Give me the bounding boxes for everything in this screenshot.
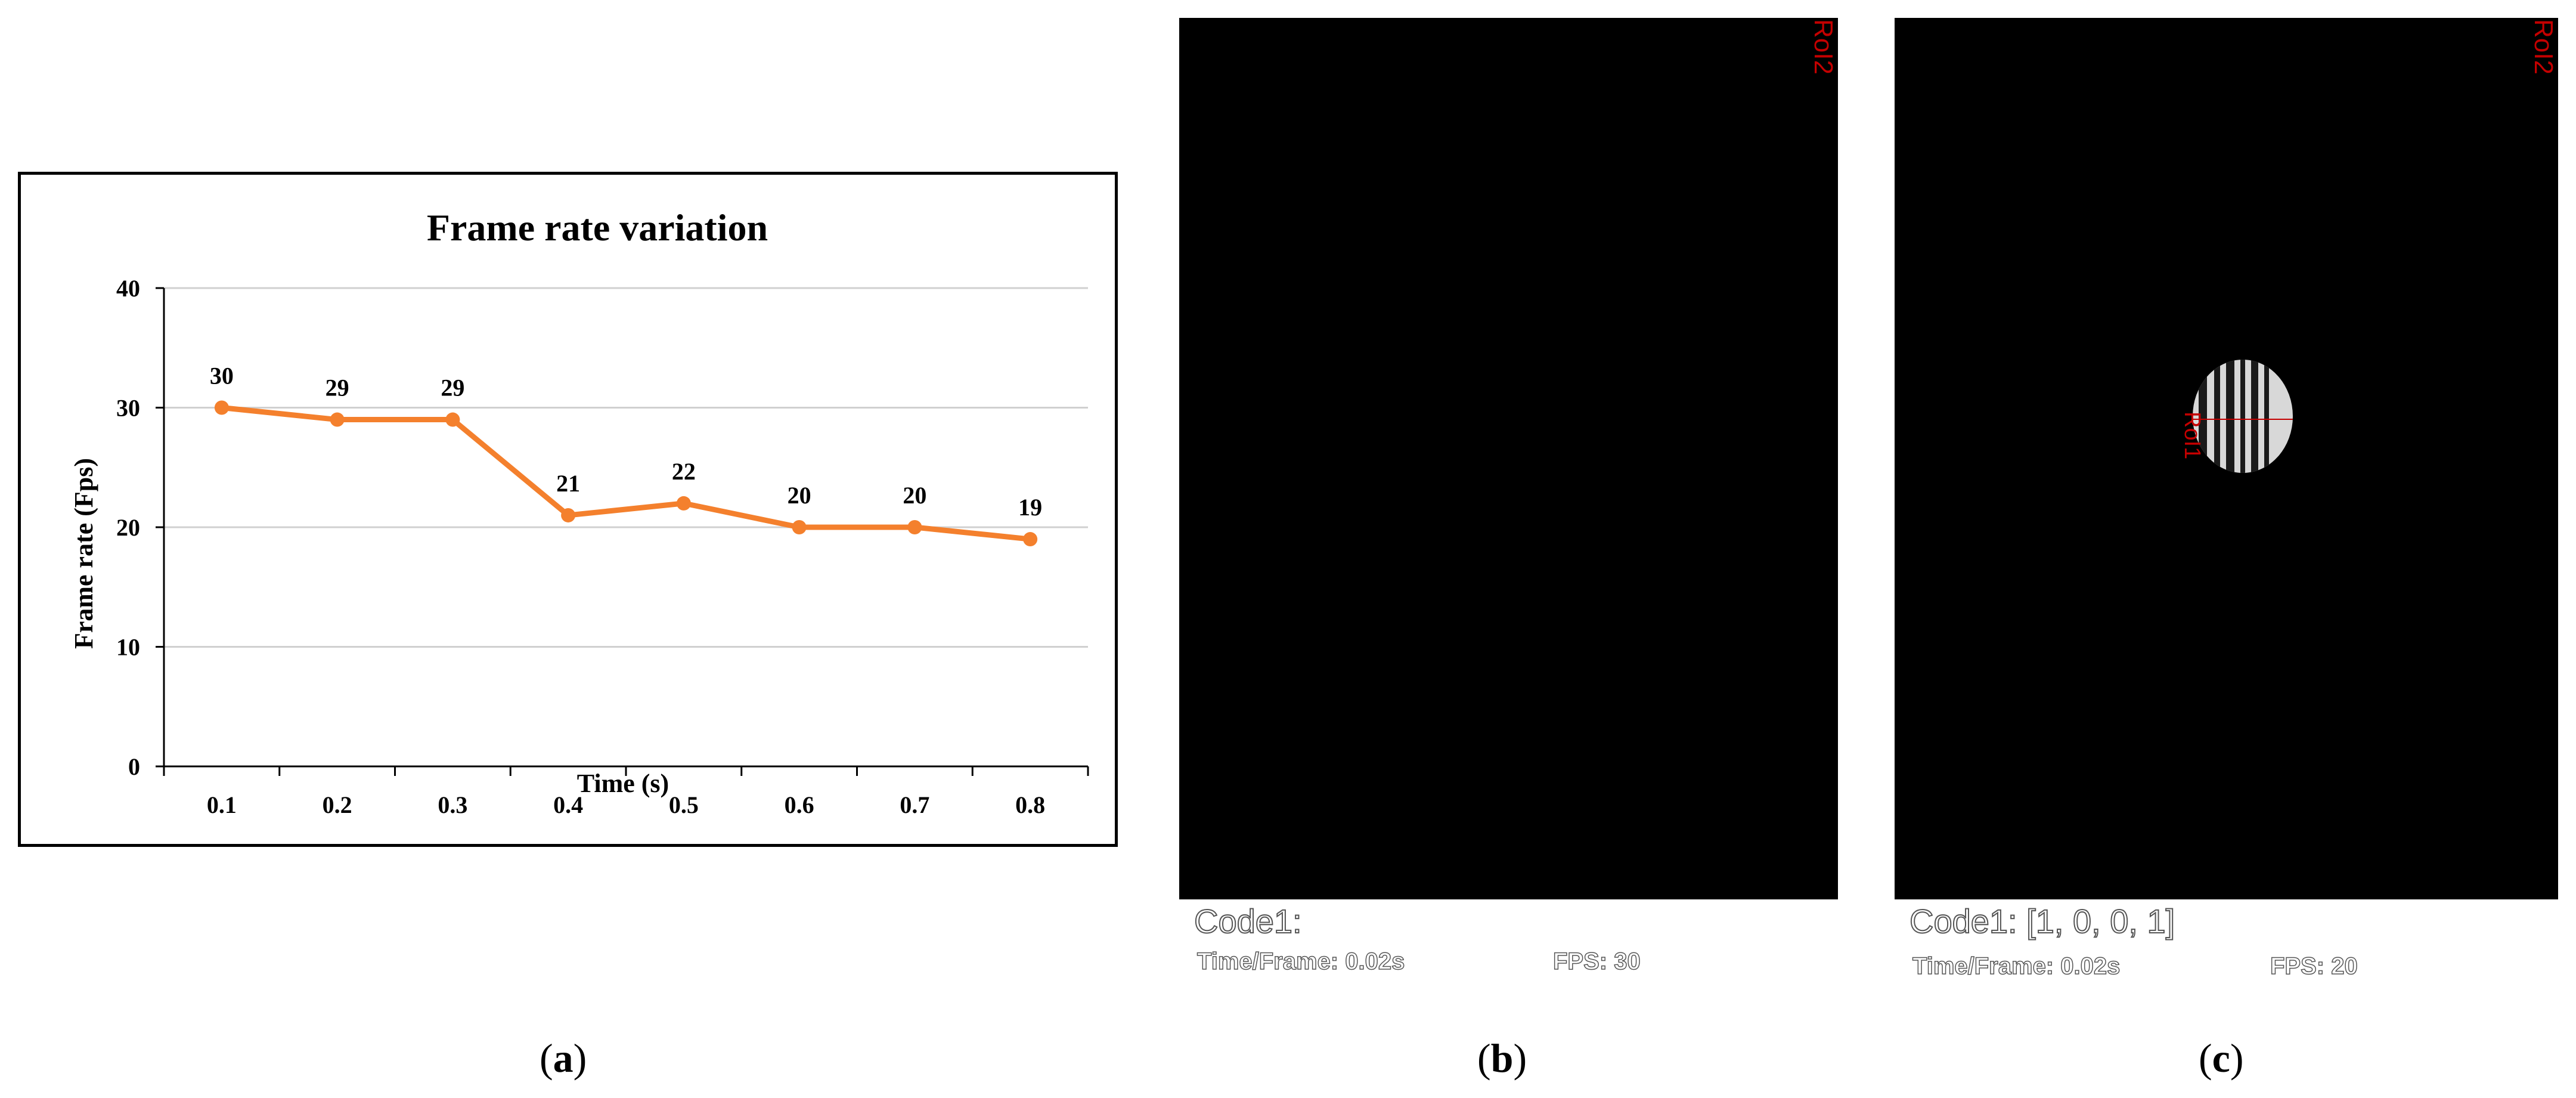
data-point (214, 400, 229, 415)
line-chart: Frame rate variation 0 10 20 30 40 0.1 0.2 0.3 0… (69, 206, 1089, 818)
y-tick-label: 40 (116, 275, 140, 302)
roi2-label: RoI2 (2529, 19, 2558, 75)
time-frame-readout-c: Time/Frame: 0.02s (1912, 952, 2121, 980)
data-point (561, 508, 576, 522)
y-tick-label: 0 (128, 753, 140, 780)
data-label: 20 (788, 482, 811, 509)
series-line (221, 405, 1031, 542)
time-frame-readout-b: Time/Frame: 0.02s (1196, 948, 1405, 975)
roi1-label: RoI1 (2180, 412, 2205, 460)
x-axis-title: Time (s) (577, 769, 669, 798)
code-readout-b: Code1: (1194, 902, 1303, 941)
roi1-line (2193, 419, 2293, 420)
data-label: 22 (672, 458, 696, 485)
subfigure-label-b: (b) (1477, 1035, 1527, 1081)
x-tick-label: 0.1 (207, 791, 237, 818)
fps-readout-b: FPS: 30 (1552, 948, 1641, 975)
data-point (445, 412, 460, 427)
chart-title: Frame rate variation (427, 206, 768, 249)
data-label: 29 (441, 375, 464, 401)
y-tick-label: 10 (116, 634, 140, 661)
striped-target (2193, 360, 2293, 473)
data-label: 20 (903, 482, 926, 509)
x-tick-label: 0.8 (1015, 791, 1045, 818)
chart-panel: Frame rate variation 0 10 20 30 40 0.1 0.2 0.3 0… (18, 172, 1118, 847)
data-point (907, 520, 922, 534)
y-tick-label: 20 (116, 514, 140, 541)
camera-frame-c: RoI2 RoI1 (1895, 18, 2558, 899)
data-point (1023, 532, 1038, 547)
camera-frame-b: RoI2 (1179, 18, 1838, 899)
x-tick-label: 0.2 (323, 791, 352, 818)
x-tick-label: 0.6 (785, 791, 814, 818)
data-point (676, 496, 691, 511)
roi2-label: RoI2 (1809, 19, 1838, 75)
x-tick-label: 0.4 (553, 791, 583, 818)
data-label: 21 (556, 470, 580, 497)
data-label: 19 (1018, 494, 1042, 521)
x-tick-label: 0.3 (438, 791, 467, 818)
x-tick-label: 0.7 (900, 791, 929, 818)
y-axis-title: Frame rate (Fps) (69, 458, 98, 649)
subfigure-label-c: (c) (2199, 1035, 2244, 1081)
data-point (792, 520, 807, 534)
fps-readout-c: FPS: 20 (2270, 952, 2358, 980)
code-readout-c: Code1: [1, 0, 0, 1] (1909, 902, 2175, 941)
data-label: 29 (326, 375, 349, 401)
y-tick-label: 30 (116, 395, 140, 422)
x-tick-label: 0.5 (669, 791, 699, 818)
data-label: 30 (210, 363, 234, 389)
subfigure-label-a: (a) (540, 1035, 587, 1081)
data-point (330, 412, 345, 427)
